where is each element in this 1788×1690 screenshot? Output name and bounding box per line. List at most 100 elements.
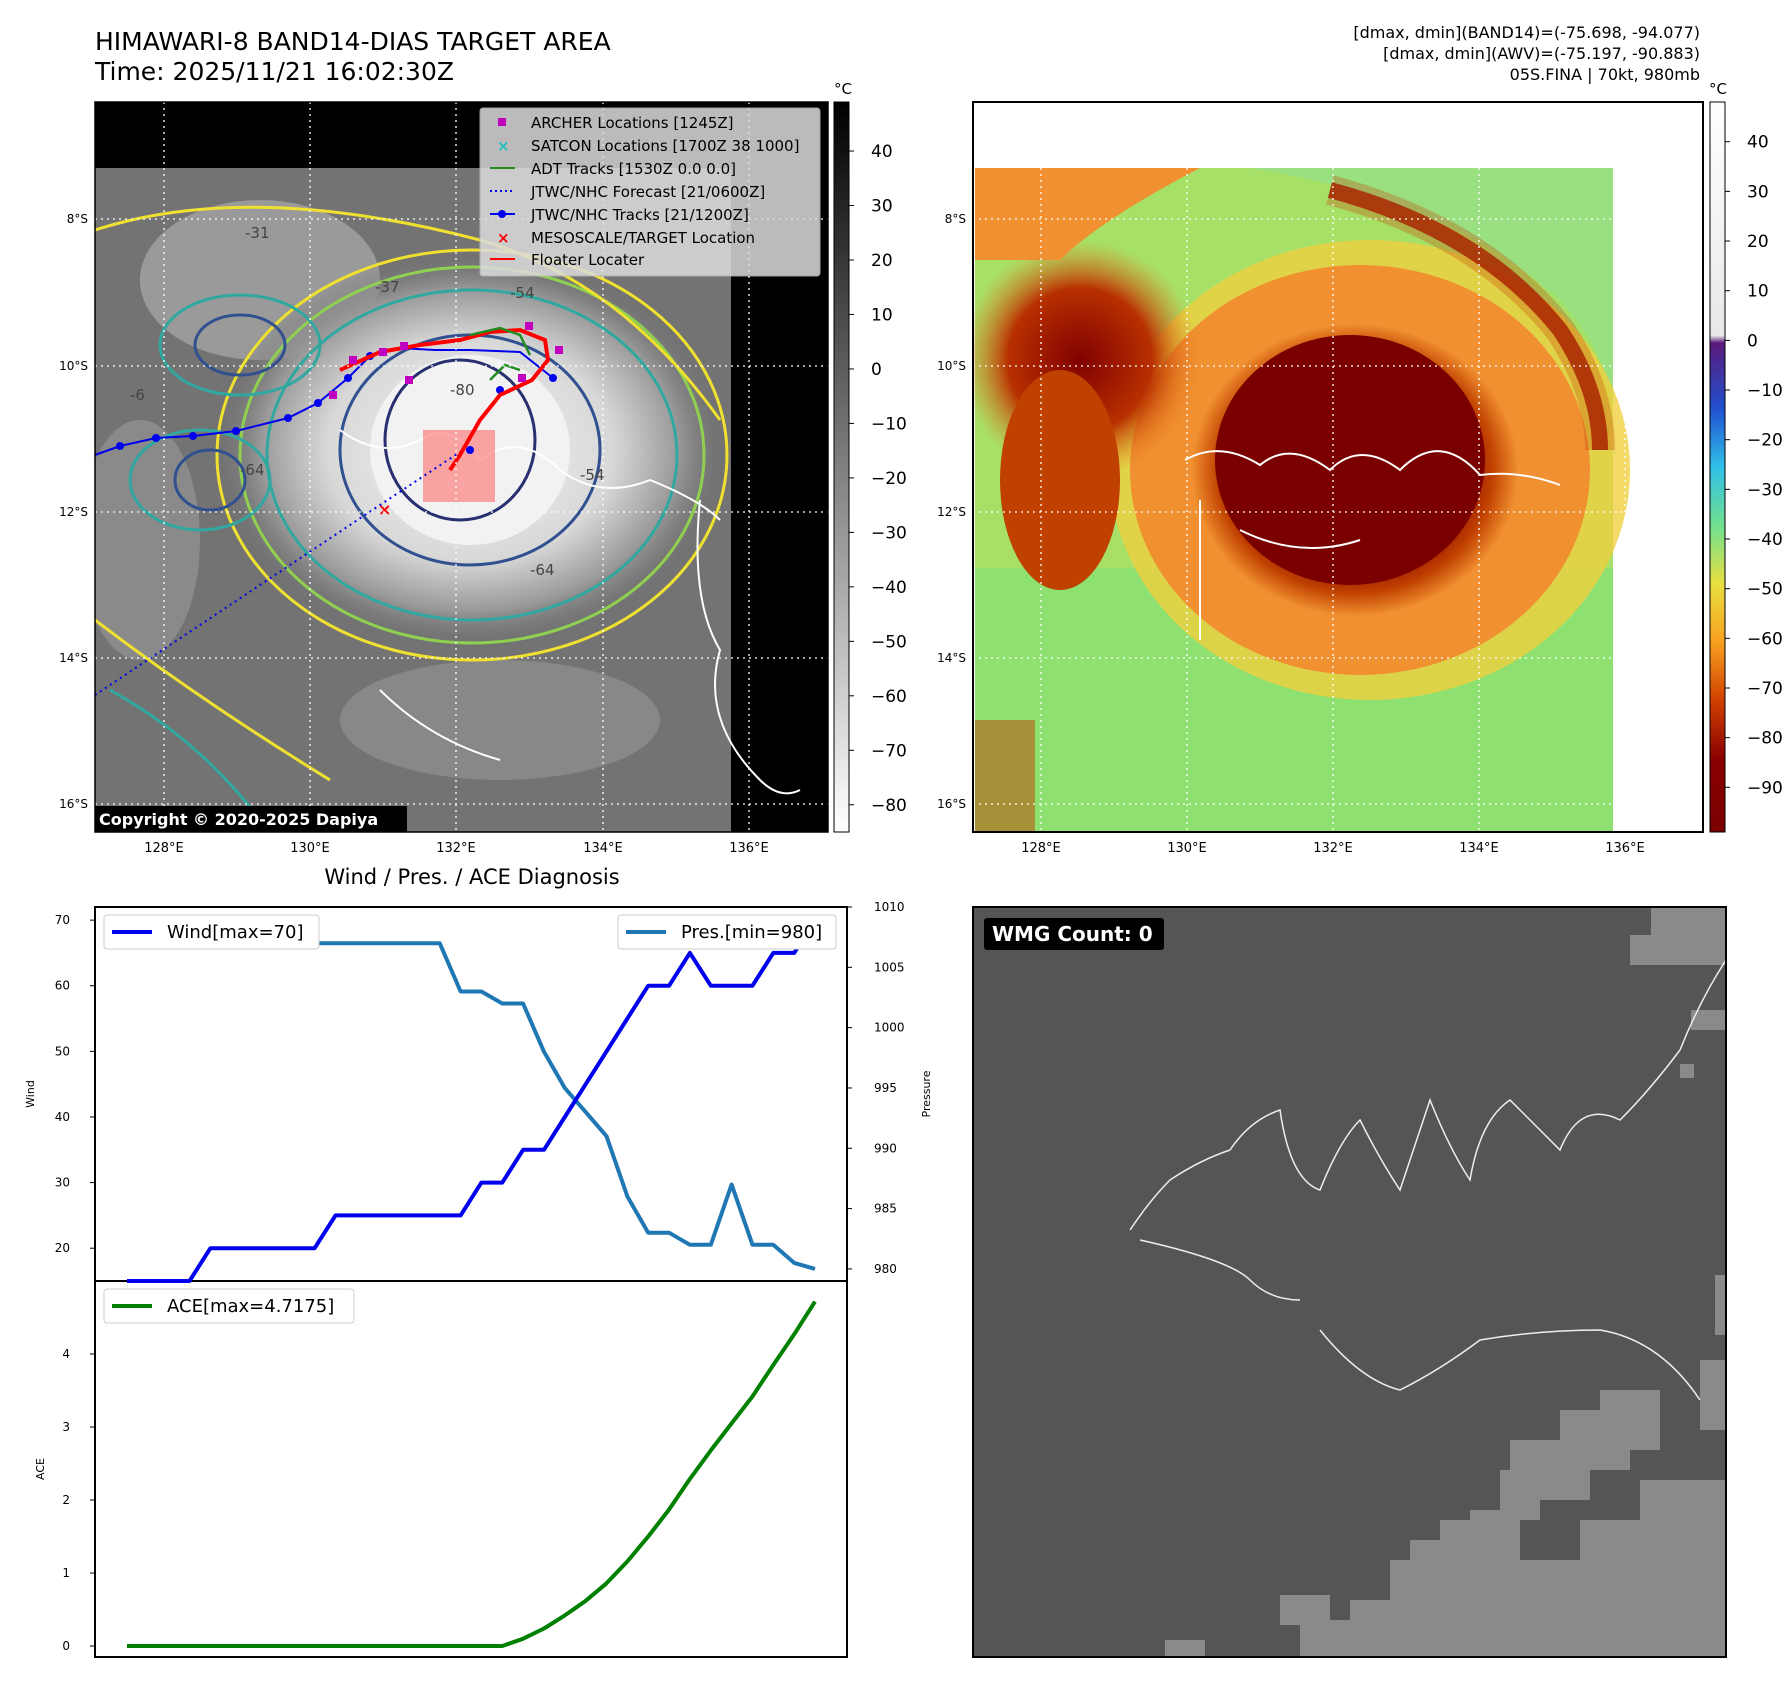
colorbar-tick-label: −10 bbox=[871, 414, 907, 434]
pressure-tick-label: 990 bbox=[874, 1141, 897, 1155]
diagnosis-title: Wind / Pres. / ACE Diagnosis bbox=[324, 865, 619, 889]
pressure-tick-label: 995 bbox=[874, 1081, 897, 1095]
lon-label: 132°E bbox=[1313, 841, 1353, 856]
lat-label: 8°S bbox=[67, 212, 88, 226]
target-location-marker: × bbox=[378, 500, 391, 519]
ir-colorbar: °C 40 30 20 10 0 −10 −20 −30 −40 −50 −60 −70 −80 bbox=[833, 80, 907, 833]
lon-label: 128°E bbox=[144, 841, 184, 856]
colorbar-tick-label: −40 bbox=[871, 578, 907, 598]
lat-label: 10°S bbox=[937, 359, 966, 373]
wind-tick-label: 60 bbox=[55, 979, 70, 993]
pressure-tick-label: 1000 bbox=[874, 1021, 905, 1035]
ace-tick-label: 0 bbox=[62, 1639, 70, 1653]
pressure-tick-label: 985 bbox=[874, 1202, 897, 1216]
colorbar-tick-label: 0 bbox=[871, 360, 882, 380]
lon-label: 130°E bbox=[1167, 841, 1207, 856]
colorbar-tick-label: −30 bbox=[871, 523, 907, 543]
ace-tick-label: 3 bbox=[62, 1420, 70, 1434]
svg-text:×: × bbox=[497, 229, 510, 247]
colorbar-tick-label: 0 bbox=[1747, 331, 1758, 351]
copyright-label: Copyright © 2020-2025 Dapiya bbox=[99, 810, 378, 829]
lat-label: 12°S bbox=[937, 505, 966, 519]
wind-axis-label: Wind bbox=[24, 1080, 37, 1108]
figure-title: HIMAWARI-8 BAND14-DIAS TARGET AREA bbox=[95, 27, 611, 56]
ace-tick-label: 1 bbox=[62, 1566, 70, 1580]
colorbar-tick-label: −70 bbox=[1747, 679, 1783, 699]
colorbar-tick-label: −40 bbox=[1747, 530, 1783, 550]
colorbar-tick-label: 40 bbox=[1747, 133, 1769, 153]
colorbar-tick-label: −70 bbox=[871, 741, 907, 761]
svg-text:×: × bbox=[497, 137, 510, 155]
colorbar-tick-label: −20 bbox=[871, 469, 907, 489]
contour-label: -54 bbox=[580, 466, 605, 484]
lat-label: 8°S bbox=[945, 212, 966, 226]
ace-tick-label: 4 bbox=[62, 1347, 70, 1361]
wind-legend-label: Wind[max=70] bbox=[167, 922, 304, 943]
diagnosis-panel: Wind / Pres. / ACE Diagnosis Wind Pressu… bbox=[24, 865, 933, 1658]
lat-label: 16°S bbox=[937, 797, 966, 811]
legend-forecast: JTWC/NHC Forecast [21/0600Z] bbox=[530, 183, 765, 201]
wind-tick-label: 70 bbox=[55, 913, 70, 927]
wind-series-line bbox=[127, 919, 817, 1283]
pres-legend-label: Pres.[min=980] bbox=[681, 922, 822, 943]
colorbar-tick-label: −80 bbox=[871, 796, 907, 816]
ace-series-line bbox=[127, 1300, 817, 1648]
legend-tracks: JTWC/NHC Tracks [21/1200Z] bbox=[530, 206, 749, 224]
wind-tick-label: 50 bbox=[55, 1044, 70, 1058]
lat-label: 14°S bbox=[59, 651, 88, 665]
lon-label: 136°E bbox=[1605, 841, 1645, 856]
colorbar-tick-label: −60 bbox=[871, 687, 907, 707]
contour-label: -80 bbox=[450, 381, 475, 399]
colorbar-tick-label: 20 bbox=[1747, 232, 1769, 252]
legend-archer: ARCHER Locations [1245Z] bbox=[531, 114, 734, 132]
contour-label: -31 bbox=[245, 224, 270, 242]
colorbar-tick-label: −30 bbox=[1747, 480, 1783, 500]
wind-tick-label: 20 bbox=[55, 1241, 70, 1255]
contour-label: -64 bbox=[240, 461, 265, 479]
wind-tick-label: 30 bbox=[55, 1176, 70, 1190]
awv-map-panel: 8°S 10°S 12°S 14°S 16°S 128°E 130°E 132°… bbox=[937, 101, 1704, 856]
ace-legend-label: ACE[max=4.7175] bbox=[167, 1296, 334, 1317]
wmg-panel: WMG Count: 0 bbox=[972, 906, 1727, 1658]
legend-floater: Floater Locater bbox=[531, 251, 645, 269]
lon-label: 134°E bbox=[1459, 841, 1499, 856]
ir-colorbar-unit: °C bbox=[834, 80, 852, 98]
awv-colorbar: °C 40 30 20 10 0 −10 −20 −30 −40 −50 −60 −70 −80 −90 bbox=[1709, 80, 1783, 833]
ace-axis-label: ACE bbox=[34, 1458, 47, 1480]
wind-legend: Wind[max=70] bbox=[103, 914, 320, 950]
wind-tick-label: 40 bbox=[55, 1110, 70, 1124]
pressure-axis-label: Pressure bbox=[920, 1070, 933, 1117]
awv-colorbar-unit: °C bbox=[1709, 80, 1727, 98]
ir-map-panel: -31 -37 -54 -64 -80 -6 -64 -54 bbox=[59, 101, 829, 856]
contour-label: -37 bbox=[375, 278, 400, 296]
colorbar-tick-label: −10 bbox=[1747, 381, 1783, 401]
lon-label: 136°E bbox=[729, 841, 769, 856]
lon-label: 134°E bbox=[583, 841, 623, 856]
lat-label: 12°S bbox=[59, 505, 88, 519]
lat-label: 14°S bbox=[937, 651, 966, 665]
colorbar-tick-label: 30 bbox=[1747, 182, 1769, 202]
colorbar-tick-label: 40 bbox=[871, 142, 893, 162]
pres-legend: Pres.[min=980] bbox=[617, 914, 837, 950]
colorbar-tick-label: 30 bbox=[871, 197, 893, 217]
lon-label: 132°E bbox=[436, 841, 476, 856]
colorbar-tick-label: 20 bbox=[871, 251, 893, 271]
pressure-tick-label: 1010 bbox=[874, 900, 905, 914]
colorbar-tick-label: −50 bbox=[871, 632, 907, 652]
pressure-tick-label: 1005 bbox=[874, 960, 905, 974]
figure-time: Time: 2025/11/21 16:02:30Z bbox=[94, 57, 454, 86]
legend-satcon: SATCON Locations [1700Z 38 1000] bbox=[531, 137, 799, 155]
contour-label: -6 bbox=[130, 386, 145, 404]
legend-mesoscale: MESOSCALE/TARGET Location bbox=[531, 229, 755, 247]
lon-label: 130°E bbox=[290, 841, 330, 856]
colorbar-tick-label: −90 bbox=[1747, 778, 1783, 798]
info-storm: 05S.FINA | 70kt, 980mb bbox=[1510, 65, 1700, 84]
colorbar-tick-label: 10 bbox=[1747, 282, 1769, 302]
ir-legend: ARCHER Locations [1245Z] × SATCON Locati… bbox=[479, 107, 821, 277]
ace-legend: ACE[max=4.7175] bbox=[103, 1288, 355, 1324]
contour-label: -64 bbox=[530, 561, 555, 579]
info-band14: [dmax, dmin](BAND14)=(-75.698, -94.077) bbox=[1353, 23, 1700, 42]
lon-label: 128°E bbox=[1021, 841, 1061, 856]
colorbar-tick-label: 10 bbox=[871, 305, 893, 325]
